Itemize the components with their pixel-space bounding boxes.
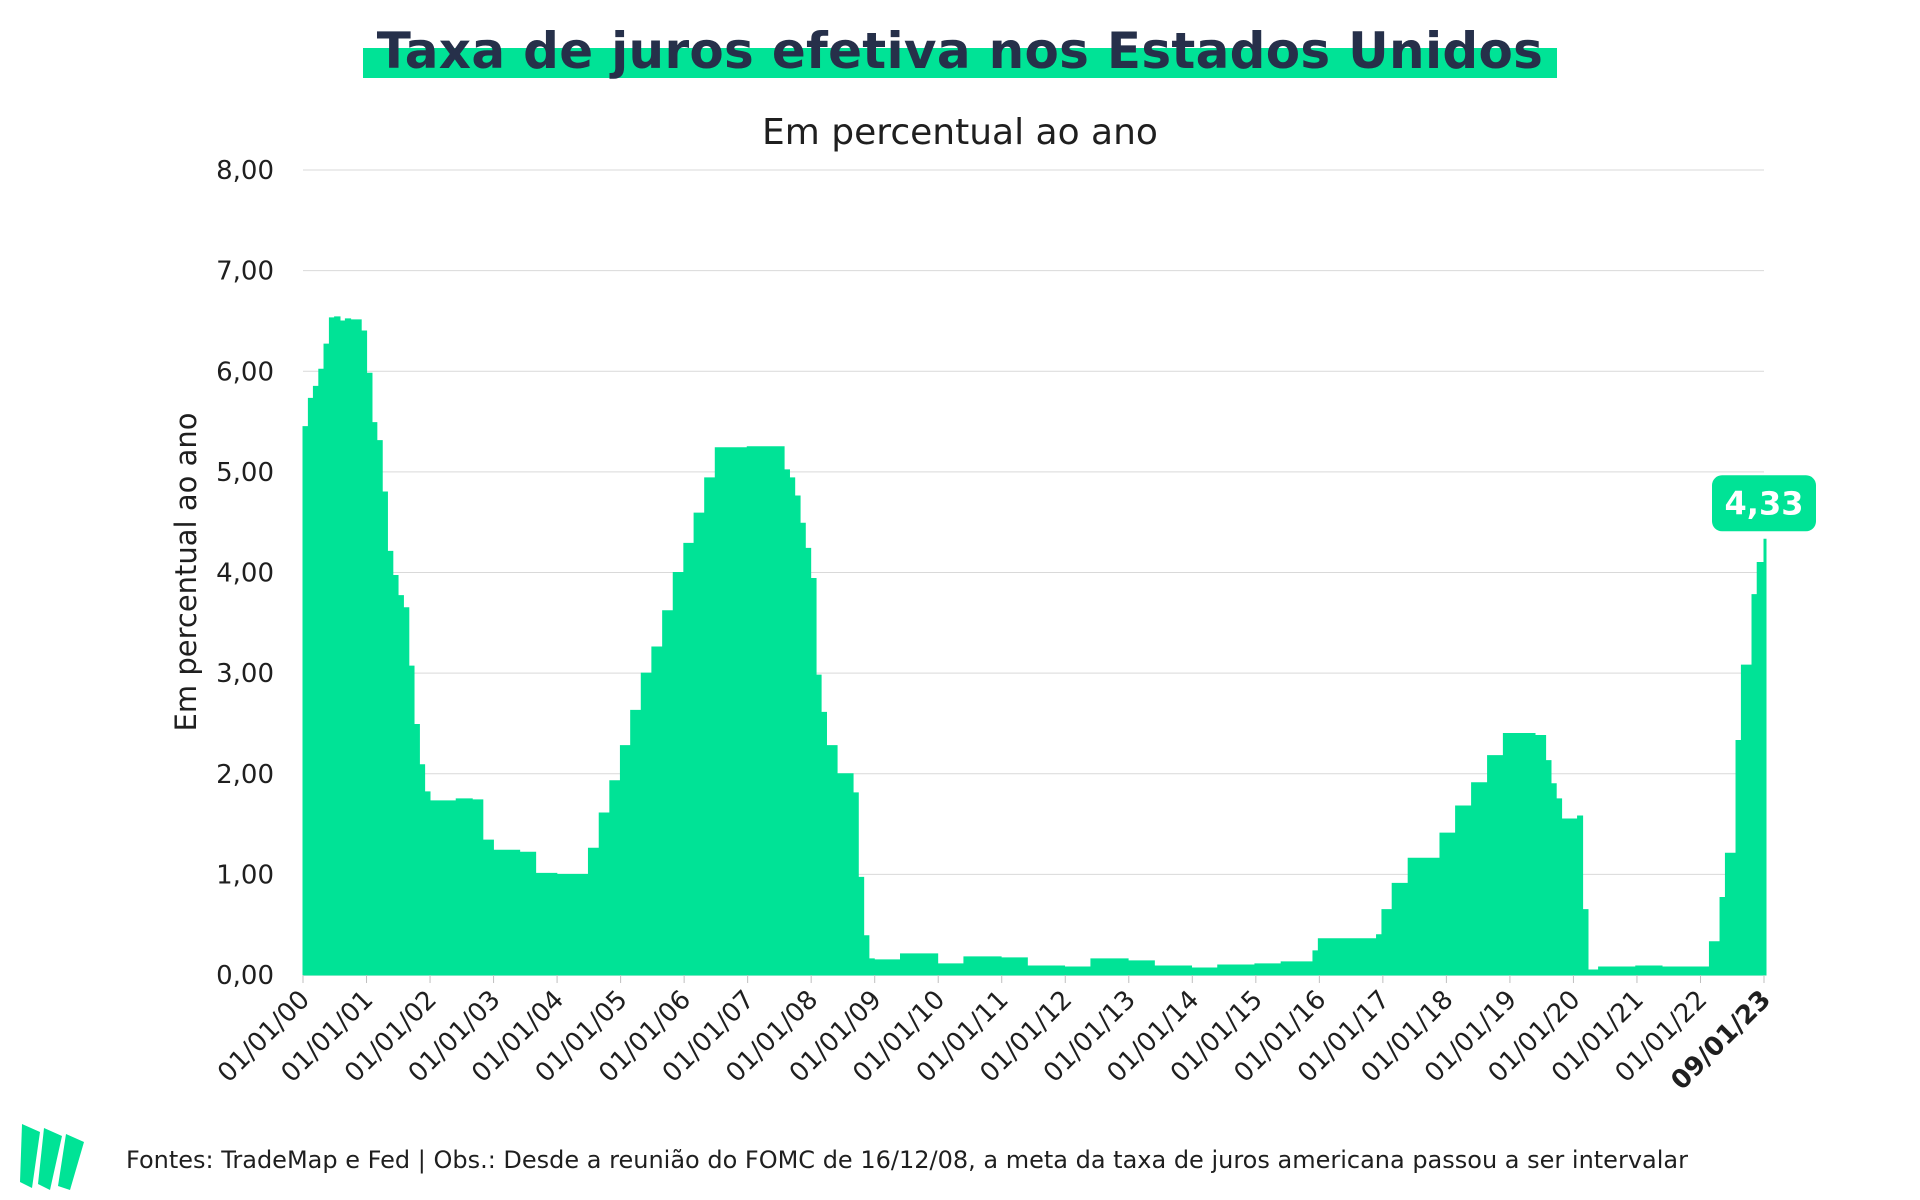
y-axis-label: Em percentual ao ano: [169, 413, 203, 732]
x-tick-labels: 01/01/0001/01/0101/01/0201/01/0301/01/04…: [212, 975, 1777, 1096]
brand-logo: [18, 1122, 94, 1196]
chart-subtitle: Em percentual ao ano: [762, 112, 1158, 153]
y-tick-labels: 0,00 1,00 2,00 3,00 4,00 5,00 6,00 7,00 8,00: [216, 156, 274, 991]
y-tick-label: 1,00: [216, 860, 274, 890]
y-tick-label: 6,00: [216, 357, 274, 387]
y-tick-label: 8,00: [216, 156, 274, 186]
callout-badge: [1712, 475, 1816, 532]
callout-value: 4,33: [1725, 484, 1804, 522]
title-highlight-bar: [362, 48, 1558, 78]
last-value-callout: 4,33: [1712, 475, 1816, 532]
y-tick-label: 7,00: [216, 257, 274, 287]
chart-title-box: Taxa de juros efetiva nos Estados Unidos: [362, 22, 1558, 80]
y-tick-label: 4,00: [216, 559, 274, 589]
y-tick-label: 3,00: [216, 659, 274, 689]
area-series: [302, 316, 1767, 976]
chart-title: Taxa de juros efetiva nos Estados Unidos: [376, 22, 1544, 80]
series-area: [302, 316, 1767, 976]
y-tick-label: 5,00: [216, 458, 274, 488]
y-tick-label: 2,00: [216, 760, 274, 790]
source-footnote: Fontes: TradeMap e Fed | Obs.: Desde a r…: [126, 1146, 1688, 1174]
y-tick-label: 0,00: [216, 961, 274, 991]
